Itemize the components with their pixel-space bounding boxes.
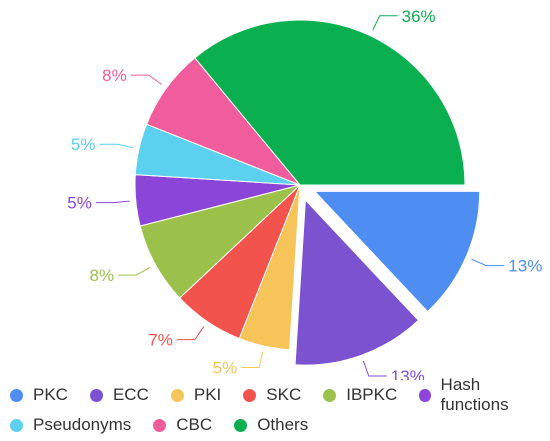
legend-swatch xyxy=(10,388,23,402)
leader-line-cbc xyxy=(130,74,162,85)
data-label-pki: 5% xyxy=(213,358,238,377)
legend-label: CBC xyxy=(176,415,213,434)
leader-line-skc xyxy=(176,326,205,341)
leader-line-hash-functions xyxy=(95,200,130,204)
legend-swatch xyxy=(170,388,184,402)
leader-line-pseudonyms xyxy=(99,143,134,149)
legend-item-pkc[interactable]: PKC xyxy=(10,385,68,405)
data-label-pkc: 13% xyxy=(508,257,542,276)
legend-swatch xyxy=(10,418,23,432)
legend-label: ECC xyxy=(112,385,149,404)
data-label-skc: 7% xyxy=(148,331,173,350)
slice-ecc xyxy=(294,198,420,366)
legend-row: Pseudonyms CBC Others xyxy=(0,410,550,440)
legend-swatch xyxy=(153,418,167,432)
leader-line-ibpkc xyxy=(118,266,151,276)
data-label-ibpkc: 8% xyxy=(90,266,115,285)
legend-label: SKC xyxy=(266,385,302,404)
legend-item-skc[interactable]: SKC xyxy=(243,385,301,405)
data-label-others: 36% xyxy=(402,7,436,26)
data-label-ecc: 13% xyxy=(391,367,425,380)
legend-item-ecc[interactable]: ECC xyxy=(89,385,149,405)
data-label-cbc: 8% xyxy=(102,66,127,85)
legend-label: PKC xyxy=(33,385,68,404)
legend-item-pki[interactable]: PKI xyxy=(170,385,222,405)
legend-item-others[interactable]: Others xyxy=(234,415,308,435)
legend-swatch xyxy=(323,388,337,402)
legend-label: Hash functions xyxy=(440,375,509,414)
leader-line-pki xyxy=(241,351,264,368)
legend-row: PKC ECC PKI SKC IBPKC Hash functions xyxy=(0,375,550,414)
legend: PKC ECC PKI SKC IBPKC Hash functions Pseudony… xyxy=(0,375,550,440)
leader-line-ecc xyxy=(362,360,387,377)
slice-others xyxy=(194,19,466,186)
pie-chart: 13% 13% 5% 7% 8% 5% 5% 8% 36% xyxy=(67,7,542,380)
legend-item-pseudonyms[interactable]: Pseudonyms xyxy=(10,415,131,435)
leader-line-pkc xyxy=(471,258,505,267)
legend-label: PKI xyxy=(193,385,222,404)
legend-label: Pseudonyms xyxy=(33,415,132,434)
legend-swatch xyxy=(419,388,431,402)
slice-pkc xyxy=(313,190,481,313)
data-label-hash-functions: 5% xyxy=(67,194,92,213)
legend-swatch xyxy=(234,418,248,432)
legend-item-cbc[interactable]: CBC xyxy=(153,415,212,435)
legend-item-hash-functions[interactable]: Hash functions xyxy=(419,375,538,415)
legend-label: IBPKC xyxy=(346,385,398,404)
legend-item-ibpkc[interactable]: IBPKC xyxy=(323,385,397,405)
legend-label: Others xyxy=(257,415,309,434)
leader-line-others xyxy=(372,15,398,31)
legend-swatch xyxy=(89,388,103,402)
data-label-pseudonyms: 5% xyxy=(71,135,96,154)
legend-swatch xyxy=(243,388,257,402)
